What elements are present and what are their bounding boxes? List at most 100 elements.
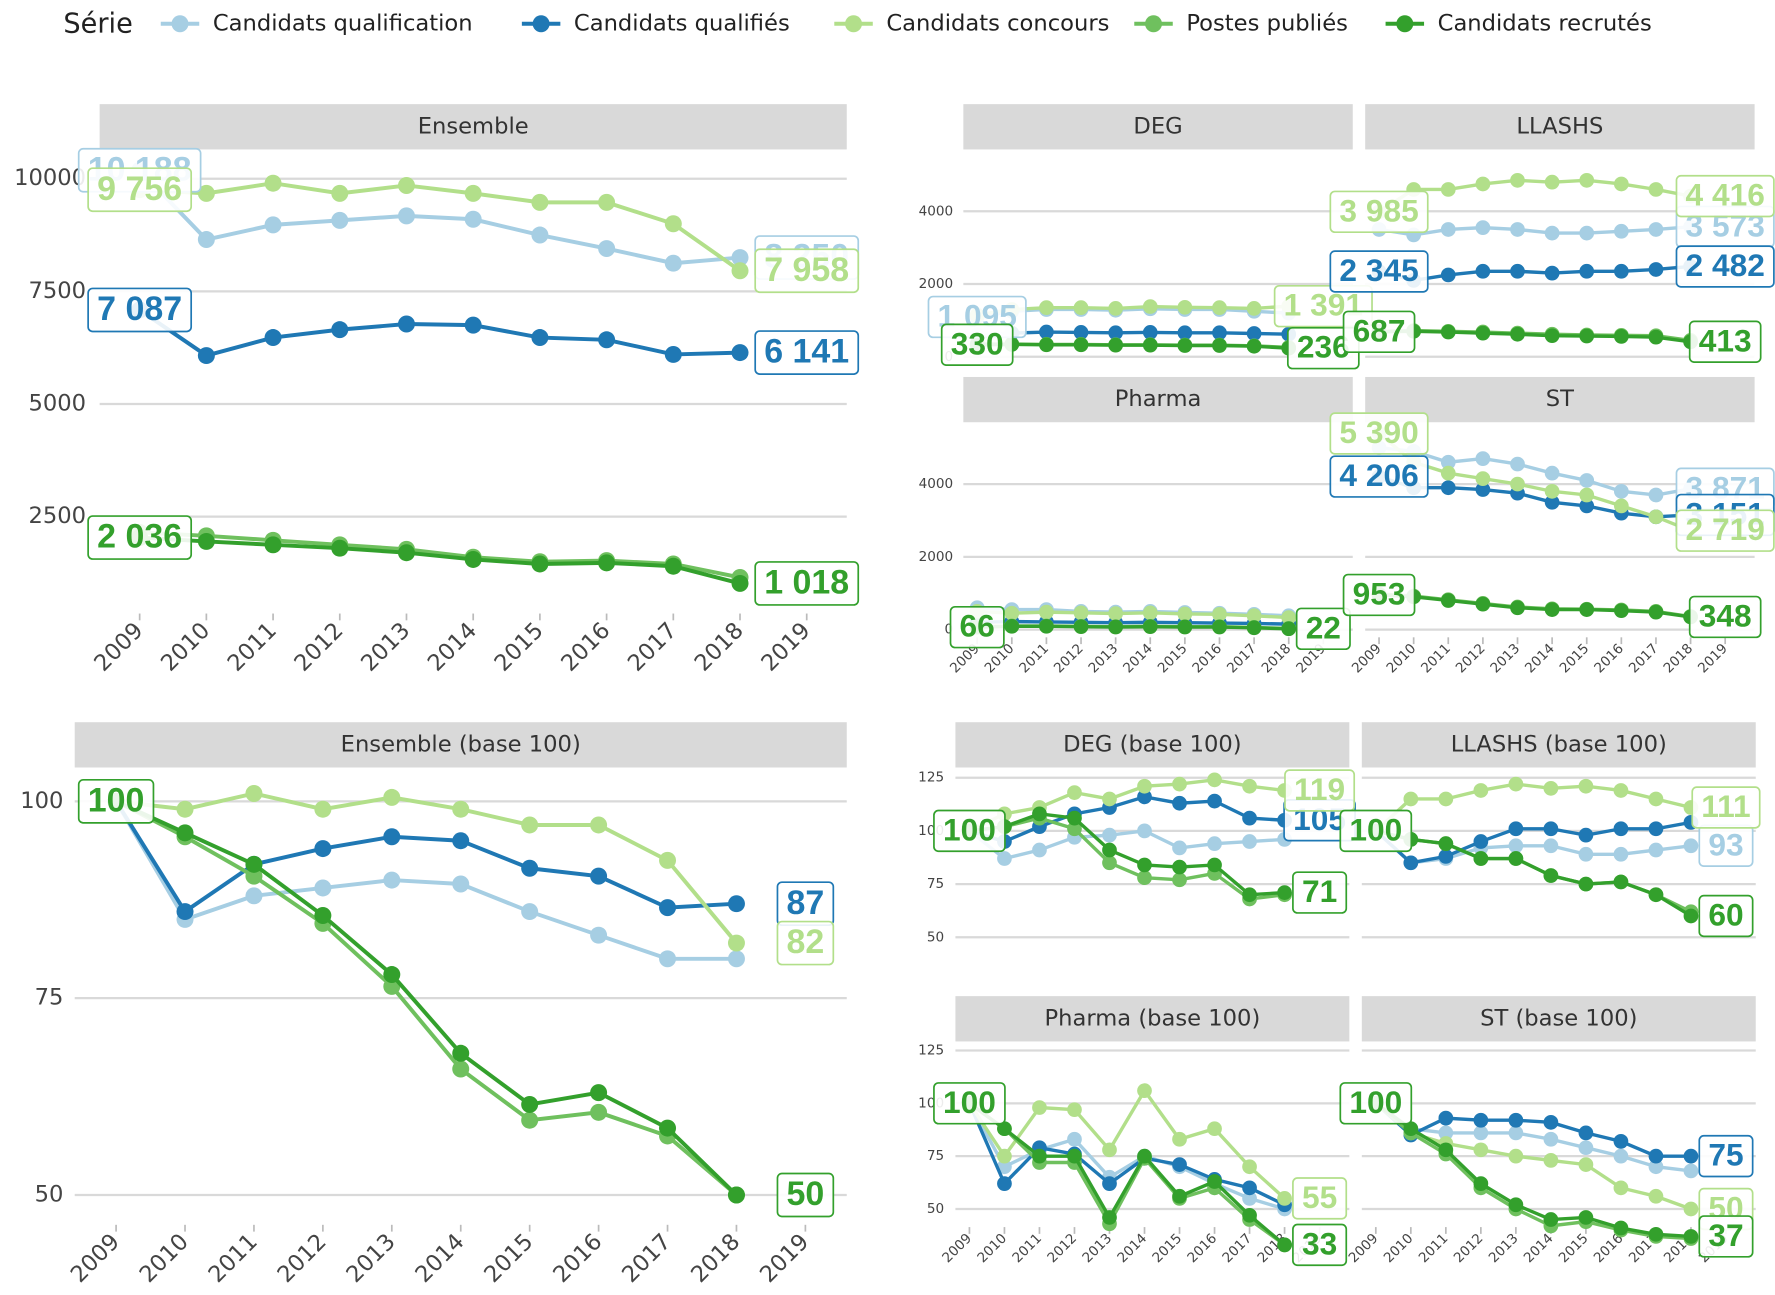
point <box>1246 608 1262 624</box>
point <box>397 544 415 562</box>
value-label-text: 71 <box>1302 873 1337 909</box>
point <box>1277 885 1292 900</box>
point <box>1683 838 1699 854</box>
point <box>331 539 349 557</box>
value-label-box <box>1675 174 1775 218</box>
point <box>531 555 549 573</box>
point <box>1212 300 1227 316</box>
point <box>1440 267 1456 283</box>
point <box>1242 834 1257 849</box>
value-label-text: 100 <box>1349 811 1402 847</box>
point <box>1473 1176 1489 1191</box>
point <box>1172 872 1187 888</box>
point <box>1142 325 1158 340</box>
point <box>1067 785 1082 800</box>
value-label-box <box>1675 245 1775 288</box>
value-label-text: 50 <box>787 1175 825 1213</box>
series-line <box>969 816 1285 901</box>
point <box>314 840 332 858</box>
point <box>1683 1229 1699 1244</box>
point <box>997 1121 1012 1137</box>
series-line <box>976 307 1289 319</box>
point <box>397 176 415 194</box>
value-label: 348 <box>1688 595 1762 639</box>
series-line <box>1378 446 1691 497</box>
point <box>1648 509 1664 525</box>
point <box>1579 602 1595 617</box>
series-line <box>968 778 1285 833</box>
point <box>1473 783 1489 798</box>
point <box>1137 1148 1152 1164</box>
y-tick-label: 4000 <box>919 203 954 219</box>
value-label: 7 087 <box>87 287 193 333</box>
value-label-box <box>1675 509 1775 552</box>
point <box>664 215 682 233</box>
point <box>464 184 482 202</box>
value-label-box <box>87 287 193 333</box>
y-tick-label: 2000 <box>919 276 954 292</box>
x-tick-label: 2011 <box>1416 1230 1452 1266</box>
point <box>1579 263 1595 279</box>
point <box>1212 338 1227 353</box>
point <box>1578 778 1594 794</box>
strip <box>955 722 1350 768</box>
point <box>1440 222 1456 237</box>
point <box>731 344 749 362</box>
x-tick-label: 2011 <box>1009 1230 1045 1266</box>
value-label: 100 <box>933 809 1006 853</box>
y-tick-label: 75 <box>927 1148 944 1164</box>
point <box>1578 1125 1594 1141</box>
panel-title: Ensemble (base 100) <box>341 731 581 757</box>
point <box>452 1044 470 1062</box>
value-label-text: 22 <box>1306 609 1341 645</box>
value-label-box <box>1698 894 1754 938</box>
value-label-box <box>1329 412 1429 455</box>
point <box>1544 483 1560 499</box>
value-label-text: 348 <box>1699 597 1752 633</box>
value-label: 4 416 <box>1675 174 1775 218</box>
point <box>659 950 677 968</box>
point <box>1683 908 1699 924</box>
series-line <box>968 1101 1286 1247</box>
value-label-box <box>776 920 835 966</box>
point <box>1613 1220 1629 1236</box>
point <box>1242 1159 1257 1175</box>
legend-swatch-dot <box>845 15 863 33</box>
value-label-box <box>1292 1177 1348 1220</box>
strip <box>1365 376 1755 423</box>
value-label-text: 37 <box>1708 1217 1743 1253</box>
point <box>1102 842 1117 858</box>
legend-label: Postes publiés <box>1186 10 1348 36</box>
x-tick-label: 2013 <box>1487 641 1523 677</box>
point <box>383 788 401 806</box>
value-label-text: 119 <box>1294 771 1345 807</box>
point <box>1108 619 1124 635</box>
x-tick-label: 2013 <box>1086 641 1122 677</box>
value-label-text: 55 <box>1302 1179 1337 1215</box>
y-tick-label: 7500 <box>28 278 86 304</box>
series-line <box>968 1087 1286 1200</box>
x-tick-label: 2012 <box>1453 641 1489 677</box>
point <box>590 1084 608 1102</box>
point <box>1246 620 1262 636</box>
series-line <box>1378 264 1691 283</box>
point <box>1177 619 1193 635</box>
value-label-text: 87 <box>787 884 825 922</box>
point <box>1246 338 1262 354</box>
value-label-box <box>1339 1082 1413 1125</box>
point <box>314 800 332 818</box>
legend-label: Candidats qualifiés <box>574 10 790 36</box>
series-line <box>977 609 1289 620</box>
panel-title: LLASHS <box>1516 113 1603 139</box>
point <box>1648 329 1664 345</box>
series-line <box>977 342 1289 350</box>
value-label-text: 2 719 <box>1686 511 1765 547</box>
point <box>664 557 682 575</box>
x-tick-label: 2014 <box>1114 1230 1150 1266</box>
x-tick-label: 2014 <box>1522 641 1558 677</box>
value-label: 75 <box>1698 1134 1754 1178</box>
point <box>1648 1148 1664 1164</box>
point <box>314 879 332 897</box>
value-label-text: 413 <box>1699 322 1752 358</box>
point <box>245 784 263 802</box>
